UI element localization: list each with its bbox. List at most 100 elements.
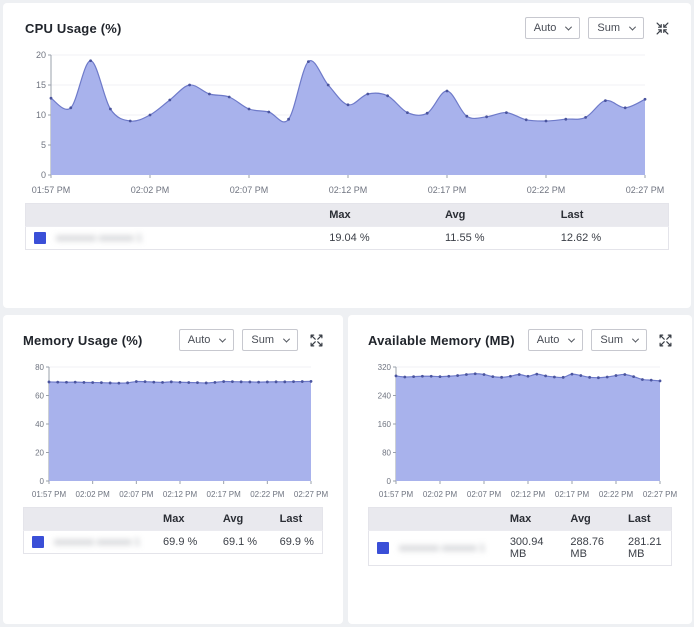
memory-card-header: Memory Usage (%) Auto Sum <box>23 329 323 351</box>
available-memory-legend-table: Max Avg Last xxxxxxxx xxxxxxx 1 300.94 M… <box>368 507 672 566</box>
series-swatch <box>377 542 389 554</box>
chevron-down-icon <box>628 23 637 31</box>
legend-max-header: Max <box>509 513 532 525</box>
svg-text:02:02 PM: 02:02 PM <box>76 490 111 499</box>
series-last-value: 281.21 MB <box>619 530 672 566</box>
svg-text:02:27 PM: 02:27 PM <box>643 490 678 499</box>
legend-last-header: Last <box>560 209 584 221</box>
svg-text:15: 15 <box>36 80 46 90</box>
svg-text:02:17 PM: 02:17 PM <box>207 490 242 499</box>
svg-text:80: 80 <box>382 449 391 458</box>
chevron-down-icon <box>568 335 576 343</box>
svg-text:0: 0 <box>387 477 392 486</box>
expand-icon[interactable] <box>659 334 672 347</box>
legend-row[interactable]: xxxxxxxx xxxxxxx 1 69.9 % 69.1 % 69.9 % <box>23 530 323 554</box>
collapse-icon[interactable] <box>656 22 669 35</box>
legend-last-header: Last <box>279 513 303 525</box>
svg-text:02:27 PM: 02:27 PM <box>626 185 665 195</box>
available-memory-area-chart[interactable]: 0 80 160 240 320 01:57 PM 02:02 PM 02:07 PM 02:1… <box>368 359 678 501</box>
series-avg-value: 11.55 % <box>437 226 553 250</box>
chevron-down-icon <box>565 23 573 31</box>
svg-text:02:07 PM: 02:07 PM <box>467 490 502 499</box>
memory-legend-table: Max Avg Last xxxxxxxx xxxxxxx 1 69.9 % 6… <box>23 507 323 554</box>
memory-chart-area: 0 20 40 60 80 01:57 PM 02:02 PM 02:07 PM 02:12 P… <box>23 359 329 501</box>
memory-chart-controls: Auto Sum <box>178 329 323 351</box>
bottom-cards-row: Memory Usage (%) Auto Sum <box>3 315 692 624</box>
cpu-usage-card: CPU Usage (%) Auto Sum <box>3 3 691 308</box>
cpu-chart-area: 0 5 10 15 20 01:57 PM 02:02 PM 02:07 PM 02:12 PM… <box>25 47 669 197</box>
legend-series-header <box>369 508 502 531</box>
svg-text:02:12 PM: 02:12 PM <box>163 490 198 499</box>
cpu-usage-area-chart[interactable]: 0 5 10 15 20 01:57 PM 02:02 PM 02:07 PM 02:12 PM… <box>25 47 669 197</box>
legend-last-header: Last <box>627 513 651 525</box>
svg-text:02:02 PM: 02:02 PM <box>423 490 458 499</box>
series-last-value: 69.9 % <box>271 530 323 554</box>
expand-icon[interactable] <box>310 334 323 347</box>
svg-text:240: 240 <box>378 392 392 401</box>
legend-header-row: Max Avg Last <box>25 203 669 227</box>
svg-text:02:22 PM: 02:22 PM <box>250 490 285 499</box>
svg-text:01:57 PM: 01:57 PM <box>32 185 71 195</box>
time-mode-dropdown[interactable]: Auto <box>178 329 235 351</box>
legend-header-row: Max Avg Last <box>23 507 323 531</box>
svg-text:20: 20 <box>36 50 46 60</box>
svg-text:160: 160 <box>378 420 392 429</box>
cpu-chart-controls: Auto Sum <box>524 17 669 39</box>
legend-row[interactable]: xxxxxxxx xxxxxxx 1 300.94 MB 288.76 MB 2… <box>368 530 672 566</box>
series-swatch <box>34 232 46 244</box>
aggregation-dropdown[interactable]: Sum <box>242 329 298 351</box>
legend-row[interactable]: xxxxxxxx xxxxxxx 1 19.04 % 11.55 % 12.62… <box>25 226 669 250</box>
svg-text:02:27 PM: 02:27 PM <box>294 490 329 499</box>
dropdown-value: Sum <box>597 22 620 34</box>
chart-title: CPU Usage (%) <box>25 20 122 36</box>
svg-text:02:02 PM: 02:02 PM <box>131 185 170 195</box>
series-last-value: 12.62 % <box>552 226 669 250</box>
svg-text:02:07 PM: 02:07 PM <box>230 185 269 195</box>
series-label-redacted: xxxxxxxx xxxxxxx 1 <box>399 542 486 554</box>
svg-text:320: 320 <box>378 363 392 372</box>
svg-text:20: 20 <box>35 449 44 458</box>
series-label-redacted: xxxxxxxx xxxxxxx 1 <box>54 536 141 548</box>
svg-text:0: 0 <box>41 170 46 180</box>
svg-text:02:17 PM: 02:17 PM <box>555 490 590 499</box>
svg-text:60: 60 <box>35 392 44 401</box>
aggregation-dropdown[interactable]: Sum <box>588 17 644 39</box>
available-memory-chart-area: 0 80 160 240 320 01:57 PM 02:02 PM 02:07 PM 02:1… <box>368 359 678 501</box>
chevron-down-icon <box>219 335 227 343</box>
chart-title: Available Memory (MB) <box>368 332 515 348</box>
series-label-redacted: xxxxxxxx xxxxxxx 1 <box>56 232 143 244</box>
legend-series-header <box>26 204 322 227</box>
chevron-down-icon <box>631 335 640 343</box>
available-memory-card: Available Memory (MB) Auto Sum <box>348 315 692 624</box>
svg-text:0: 0 <box>40 477 45 486</box>
cpu-legend-table: Max Avg Last xxxxxxxx xxxxxxx 1 19.04 % … <box>25 203 669 250</box>
chevron-down-icon <box>282 335 291 343</box>
legend-max-header: Max <box>163 513 185 525</box>
time-mode-dropdown[interactable]: Auto <box>527 329 584 351</box>
legend-series-header <box>24 508 156 531</box>
series-swatch <box>32 536 44 548</box>
svg-text:02:12 PM: 02:12 PM <box>511 490 546 499</box>
memory-usage-area-chart[interactable]: 0 20 40 60 80 01:57 PM 02:02 PM 02:07 PM 02:12 P… <box>23 359 329 501</box>
svg-text:80: 80 <box>35 363 44 372</box>
series-avg-value: 288.76 MB <box>562 530 620 566</box>
svg-text:02:12 PM: 02:12 PM <box>329 185 368 195</box>
svg-text:02:22 PM: 02:22 PM <box>527 185 566 195</box>
dropdown-value: Auto <box>536 334 560 346</box>
series-max-value: 300.94 MB <box>501 530 563 566</box>
dropdown-value: Auto <box>533 22 557 34</box>
svg-text:01:57 PM: 01:57 PM <box>32 490 67 499</box>
legend-max-header: Max <box>329 209 351 221</box>
dropdown-value: Auto <box>187 334 211 346</box>
legend-avg-header: Avg <box>570 513 591 525</box>
aggregation-dropdown[interactable]: Sum <box>591 329 647 351</box>
svg-text:10: 10 <box>36 110 46 120</box>
legend-avg-header: Avg <box>445 209 466 221</box>
svg-text:02:07 PM: 02:07 PM <box>119 490 154 499</box>
time-mode-dropdown[interactable]: Auto <box>524 17 581 39</box>
series-max-value: 69.9 % <box>155 530 215 554</box>
dropdown-value: Sum <box>251 334 274 346</box>
svg-text:02:17 PM: 02:17 PM <box>428 185 467 195</box>
series-avg-value: 69.1 % <box>214 530 272 554</box>
